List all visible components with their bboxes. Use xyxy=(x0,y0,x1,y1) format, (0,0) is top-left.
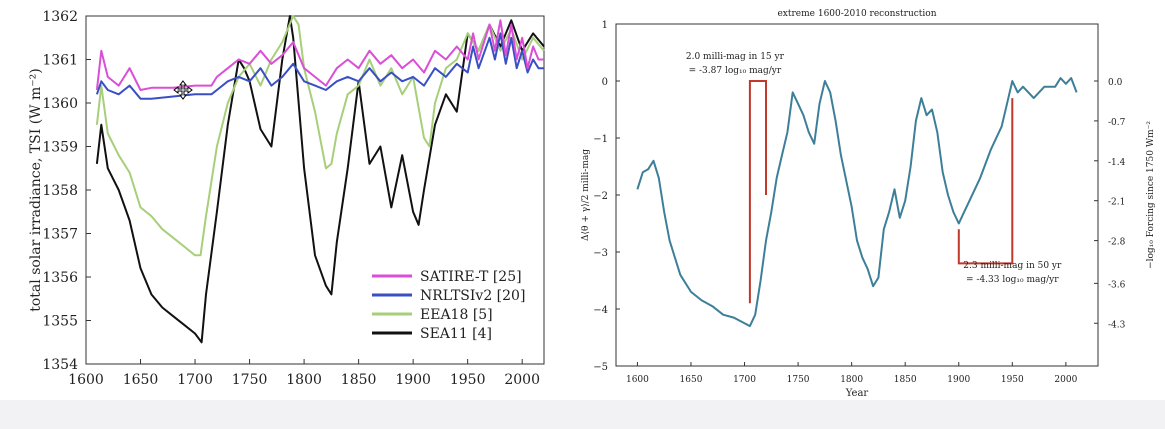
left-x-tick-label: 1800 xyxy=(286,372,322,388)
left-y-tick-label: 1357 xyxy=(42,227,78,243)
left-x-tick-label: 1700 xyxy=(177,372,213,388)
left-y-tick-label: 1361 xyxy=(42,53,78,69)
left-y-tick-label: 1362 xyxy=(42,9,78,25)
left-chart: 1600 1650 1700 1750 1800 1850 1900 1950 2000 1354… xyxy=(28,9,545,388)
right-y-tick-label: −4 xyxy=(593,305,608,316)
right-secondary-tick-label: -0.7 xyxy=(1108,118,1126,128)
left-y-tick-label: 1359 xyxy=(42,140,78,156)
left-series-line xyxy=(95,32,544,100)
left-y-axis-label: total solar irradiance, TSI (W m⁻²) xyxy=(28,68,44,312)
right-secondary-tick-label: -3.6 xyxy=(1108,280,1126,290)
left-series-line xyxy=(95,15,545,344)
chart-svg: 1600 1650 1700 1750 1800 1850 1900 1950 2000 1354… xyxy=(28,9,1156,399)
right-x-tick-label: 1950 xyxy=(1001,375,1024,385)
right-y-tick-label: −1 xyxy=(593,134,608,145)
right-y-tick-label: −2 xyxy=(593,191,608,202)
left-x-tick-label: 1850 xyxy=(341,372,377,388)
right-x-tick-label: 1650 xyxy=(680,375,703,385)
left-x-tick-label: 1900 xyxy=(395,372,431,388)
left-legend-label: SATIRE-T [25] xyxy=(420,269,522,285)
right-x-tick-label: 1850 xyxy=(894,375,917,385)
left-y-tick-label: 1354 xyxy=(42,357,78,373)
left-x-tick-label: 1750 xyxy=(232,372,268,388)
right-x-tick-label: 1750 xyxy=(787,375,810,385)
right-secondary-tick-label: -1.4 xyxy=(1108,158,1126,168)
right-annotation-2-line1: 2.3 milli-mag in 50 yr xyxy=(963,261,1062,271)
right-y-tick-label: 1 xyxy=(602,20,608,31)
left-x-tick-label: 1650 xyxy=(123,372,159,388)
left-y-tick-label: 1356 xyxy=(42,270,78,286)
right-y-tick-label: −5 xyxy=(593,362,608,373)
right-x-axis-label: Year xyxy=(845,388,869,399)
left-y-tick-label: 1355 xyxy=(42,314,78,330)
move-cursor-icon xyxy=(173,80,193,100)
right-annotation-1-line2: = -3.87 log₁₀ mag/yr xyxy=(689,66,782,76)
right-y-tick-label: −3 xyxy=(593,248,608,259)
left-x-tick-label: 1600 xyxy=(68,372,104,388)
left-y-tick-label: 1360 xyxy=(42,96,78,112)
bottom-band xyxy=(0,400,1165,429)
left-legend-label: EEA18 [5] xyxy=(420,307,493,323)
right-bracket xyxy=(748,80,767,304)
right-chart-title: extreme 1600-2010 reconstruction xyxy=(777,9,936,19)
right-series-line xyxy=(636,77,1078,328)
left-series-line xyxy=(95,19,544,91)
right-annotation-1-line1: 2.0 milli-mag in 15 yr xyxy=(686,52,785,62)
right-secondary-tick-label: 0.0 xyxy=(1108,78,1123,88)
left-legend-label: SEA11 [4] xyxy=(420,326,492,342)
left-x-tick-label: 1950 xyxy=(450,372,486,388)
right-x-tick-label: 1700 xyxy=(733,375,756,385)
right-x-tick-label: 1900 xyxy=(947,375,970,385)
right-bracket xyxy=(957,98,1014,265)
right-chart: extreme 1600-2010 reconstruction 1600 1650… xyxy=(581,9,1156,399)
left-legend-label: NRLTSIv2 [20] xyxy=(420,288,525,304)
right-x-tick-label: 1800 xyxy=(840,375,863,385)
right-x-tick-label: 1600 xyxy=(626,375,649,385)
right-y-tick-label: 0 xyxy=(602,77,608,88)
right-secondary-tick-label: -4.3 xyxy=(1108,320,1126,330)
right-y-axis-label: Δ⟨θ + γ⟩/2 milli-mag xyxy=(581,149,591,241)
left-x-tick-label: 2000 xyxy=(504,372,540,388)
right-annotation-2-line2: = -4.33 log₁₀ mag/yr xyxy=(966,275,1059,285)
right-x-tick-label: 2000 xyxy=(1054,375,1077,385)
right-secondary-tick-label: -2.8 xyxy=(1108,238,1126,248)
right-secondary-axis-label: −log₁₀ Forcing since 1750 Wm⁻² xyxy=(1146,121,1156,269)
left-y-tick-label: 1358 xyxy=(42,183,78,199)
right-secondary-tick-label: -2.1 xyxy=(1108,198,1125,208)
